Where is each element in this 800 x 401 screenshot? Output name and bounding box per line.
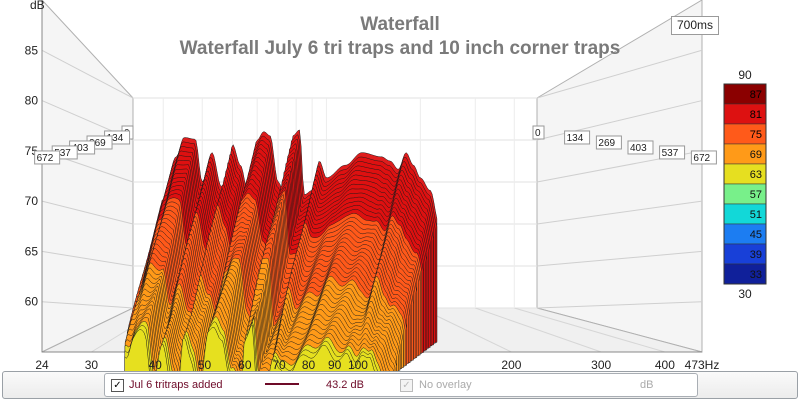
x-tick-label: 50 xyxy=(198,358,212,371)
y-unit-label: dB xyxy=(30,0,45,12)
x-tick-label: 24 xyxy=(35,358,49,371)
color-scale-border xyxy=(723,83,767,285)
color-scale-max: 90 xyxy=(738,68,752,82)
time-tick-label-right: 134 xyxy=(567,133,584,144)
grid-line-left-wall xyxy=(41,301,134,309)
time-tick-label-right: 269 xyxy=(598,138,615,149)
y-tick-label: 60 xyxy=(25,295,39,309)
time-tick-label-left: 134 xyxy=(107,133,124,144)
time-tick-box-left xyxy=(34,150,61,165)
time-tick-label-right: 672 xyxy=(693,153,710,164)
y-tick-label: 80 xyxy=(25,94,39,108)
time-tick-box-right xyxy=(532,125,545,140)
x-tick-label: 90 xyxy=(328,358,342,371)
color-scale-label: 75 xyxy=(750,129,762,141)
grid-line-left-wall xyxy=(41,250,134,267)
series-visibility-checkbox[interactable]: ✓ xyxy=(111,379,124,392)
color-scale-label: 57 xyxy=(750,189,762,201)
y-tick-label: 85 xyxy=(25,43,39,57)
x-tick-label: 400 xyxy=(655,358,675,371)
time-tick-label-right: 537 xyxy=(662,148,679,159)
grid-line-right-wall xyxy=(536,49,703,99)
chart-subtitle: Waterfall July 6 tri traps and 10 inch c… xyxy=(179,38,621,59)
x-tick-label: 30 xyxy=(85,358,99,371)
color-scale-label: 81 xyxy=(750,109,762,121)
x-tick-label: 473Hz xyxy=(685,358,720,371)
time-tick-label-left: 537 xyxy=(54,148,71,159)
time-window-readout: 700ms xyxy=(671,16,719,35)
time-tick-label-right: 403 xyxy=(630,143,647,154)
x-tick-label: 70 xyxy=(272,358,286,371)
series-line-swatch xyxy=(265,383,299,385)
color-scale-label: 51 xyxy=(750,209,762,221)
grid-line-right-wall xyxy=(536,250,703,267)
color-scale-label: 87 xyxy=(750,89,762,101)
series-name: Jul 6 tritraps added xyxy=(129,379,223,391)
overlay-label: No overlay xyxy=(419,379,472,391)
overlay-value: dB xyxy=(640,379,654,391)
time-tick-label-right: 0 xyxy=(535,128,541,139)
time-tick-label-left: 403 xyxy=(72,143,89,154)
color-scale-min: 30 xyxy=(738,287,752,301)
time-tick-label-left: 269 xyxy=(89,138,106,149)
color-scale-label: 63 xyxy=(750,169,762,181)
x-tick-label: 300 xyxy=(591,358,611,371)
grid-line-floor xyxy=(514,307,666,353)
color-scale-label: 39 xyxy=(750,249,762,261)
time-tick-box-right xyxy=(564,130,591,145)
overlay-checkbox[interactable]: ✓ xyxy=(400,379,413,392)
time-tick-box-right xyxy=(690,150,717,165)
time-tick-box-right xyxy=(627,140,654,155)
y-tick-label: 70 xyxy=(25,194,39,208)
grid-line-left-wall xyxy=(41,200,134,225)
x-tick-label: 80 xyxy=(302,358,316,371)
x-tick-label: 40 xyxy=(148,358,162,371)
chart-title: Waterfall xyxy=(360,14,440,35)
grid-line-floor xyxy=(475,307,602,353)
color-scale-label: 45 xyxy=(750,229,762,241)
color-scale-label: 33 xyxy=(750,269,762,281)
x-tick-label: 100 xyxy=(348,358,368,371)
x-tick-label: 60 xyxy=(238,358,252,371)
x-tick-label: 200 xyxy=(501,358,521,371)
series-value: 43.2 dB xyxy=(326,379,364,391)
grid-line-right-wall xyxy=(536,200,703,225)
waterfall-slice xyxy=(124,324,375,371)
grid-line-left-wall xyxy=(41,49,134,99)
y-tick-label: 65 xyxy=(25,244,39,258)
color-scale-label: 69 xyxy=(750,149,762,161)
time-tick-box-right xyxy=(659,145,686,160)
time-tick-box-right xyxy=(595,135,622,150)
time-tick-label-left: 672 xyxy=(37,153,54,164)
grid-line-right-wall xyxy=(536,301,703,309)
